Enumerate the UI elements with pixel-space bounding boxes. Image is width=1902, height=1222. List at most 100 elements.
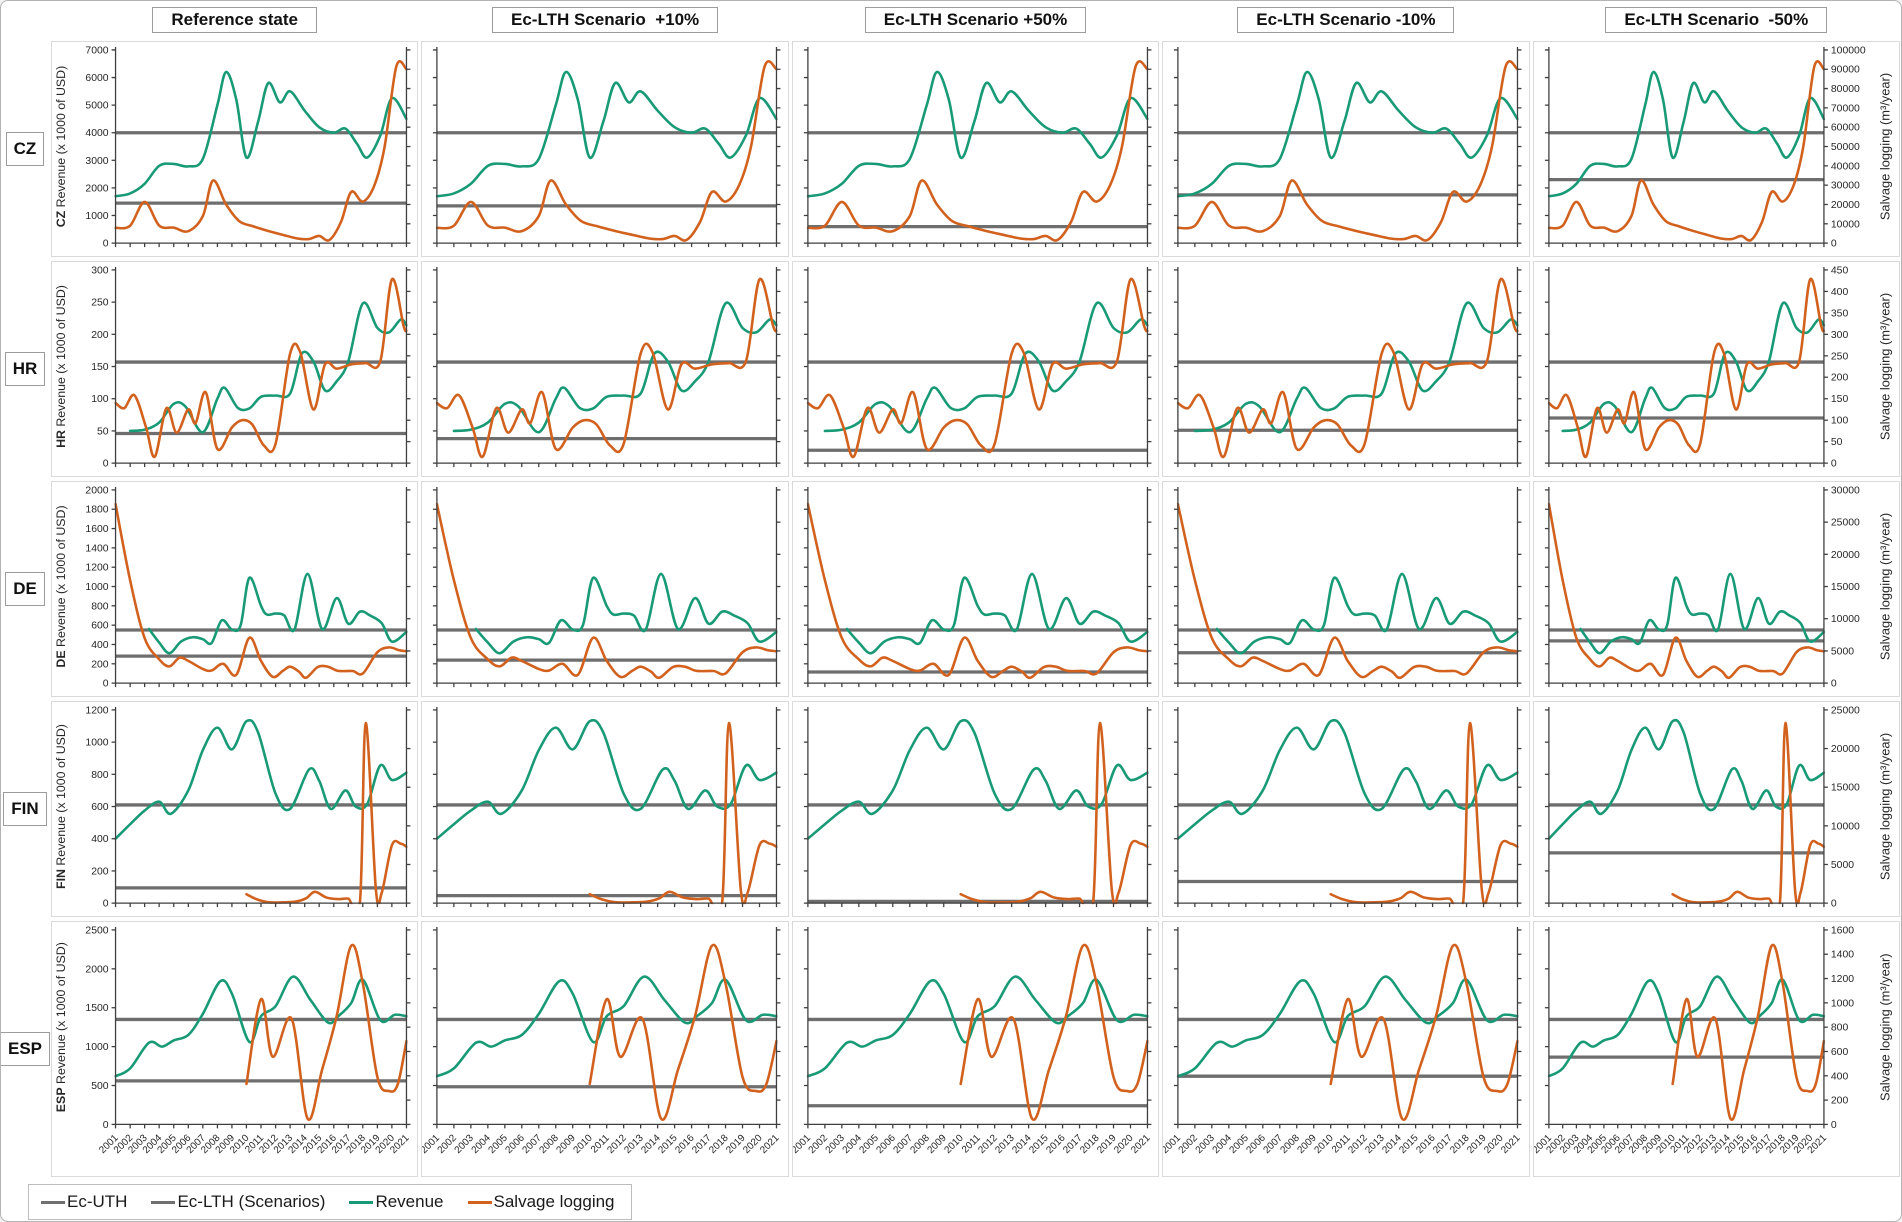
salvage-logging-line	[1547, 278, 1825, 459]
chart-panel-de-col1: 0 200 400 600 800 1000 1200 1400 1600 1800 2000 DE …	[51, 481, 419, 697]
right-axis-tick-label: 15000	[1830, 783, 1859, 794]
revenue-line	[114, 718, 408, 841]
x-axis-year-label: 2021	[1499, 1132, 1523, 1156]
legend-item-salvage-logging: Salvage logging	[467, 1192, 615, 1212]
left-axis-tick-label: 500	[91, 1081, 109, 1092]
salvage-logging-line	[1547, 502, 1825, 680]
axes	[803, 486, 1152, 688]
left-axis-tick-label: 300	[91, 265, 109, 276]
chart-svg: 0 10000 20000 30000 40000 50000 60000 70000 8000…	[1544, 45, 1892, 250]
chart-panel-fin-col2	[421, 701, 789, 917]
row-label-cell: DE	[2, 481, 48, 697]
salvage-logging-line	[806, 502, 1149, 680]
right-axis-tick-label: 90000	[1830, 65, 1859, 76]
left-axis-tick-label: 7000	[85, 45, 108, 56]
revenue-line	[128, 301, 408, 434]
right-axis-tick-label: 25000	[1830, 705, 1859, 716]
revenue-line	[1578, 572, 1825, 655]
column-header-cell: Ec-LTH Scenario +10%	[421, 3, 788, 37]
salvage-logging-line	[114, 502, 408, 680]
left-axis-tick-label: 1000	[85, 1042, 108, 1053]
left-axis-tick-label: 5000	[85, 101, 108, 112]
right-axis-tick-label: 20000	[1830, 744, 1859, 755]
left-axis-tick-label: 50	[97, 426, 109, 437]
right-axis-tick-label: 25000	[1830, 518, 1859, 529]
left-axis-tick-label: 3000	[85, 156, 108, 167]
revenue-line	[1177, 70, 1519, 198]
left-axis-tick-label: 1200	[85, 705, 108, 716]
left-axis-tick-label: 1200	[85, 563, 108, 574]
left-axis-title: FIN Revenue (x 1000 of USD)	[54, 724, 68, 889]
legend-line-swatch	[151, 1200, 176, 1204]
salvage-logging-line	[436, 278, 778, 459]
right-axis-tick-label: 100000	[1830, 45, 1865, 56]
axes	[433, 46, 781, 248]
right-axis-tick-label: 350	[1830, 308, 1848, 319]
left-axis-tick-label: 6000	[85, 73, 108, 84]
revenue-line	[823, 301, 1149, 434]
legend-label: Revenue	[375, 1192, 444, 1211]
legend: Ec-UTH Ec-LTH (Scenarios) Revenue Salvage l…	[28, 1184, 632, 1220]
revenue-line	[1177, 975, 1519, 1078]
axes	[111, 46, 411, 248]
chart-svg	[803, 486, 1152, 688]
right-axis-tick-label: 800	[1830, 1023, 1848, 1034]
right-axis-tick-label: 200	[1830, 373, 1848, 384]
left-axis-tick-label: 2000	[85, 183, 108, 194]
axes	[1544, 266, 1828, 468]
salvage-logging-line	[1670, 943, 1825, 1121]
right-axis-tick-label: 400	[1830, 1071, 1848, 1082]
right-axis-tick-label: 0	[1830, 679, 1836, 690]
revenue-line	[436, 718, 778, 841]
right-axis-tick-label: 200	[1830, 1096, 1848, 1107]
salvage-logging-line	[1547, 60, 1825, 242]
chart-panel-cz-col3	[791, 41, 1160, 257]
legend-row: Ec-UTH Ec-LTH (Scenarios) Revenue Salvage l…	[2, 1181, 1900, 1221]
column-header-cell: Ec-LTH Scenario -50%	[1533, 3, 1900, 37]
legend-line-swatch	[41, 1200, 65, 1204]
axes	[1174, 706, 1522, 908]
chart-panel-esp-col3: 2001 2002 2003 2004 2005 2006 2007 2008 2009 2010…	[791, 921, 1160, 1177]
legend-label: Salvage logging	[493, 1192, 615, 1211]
axes	[111, 486, 411, 688]
row-label-hr: HR	[4, 352, 46, 386]
left-axis-tick-label: 2000	[85, 964, 108, 975]
salvage-logging-line	[1329, 721, 1519, 905]
revenue-line	[1215, 572, 1519, 655]
column-header-reference: Reference state	[152, 7, 317, 33]
axes	[111, 706, 411, 908]
right-axis-tick-label: 20000	[1830, 200, 1859, 211]
right-axis-tick-label: 30000	[1830, 181, 1859, 192]
chart-panel-esp-col2: 2001 2002 2003 2004 2005 2006 2007 2008 2009 2010…	[421, 921, 789, 1177]
chart-svg: 0 50 100 150 200 250 300 350 400 450 Salvage loggi…	[1544, 265, 1892, 470]
salvage-logging-line	[1177, 60, 1519, 242]
axes	[433, 266, 781, 468]
right-axis-tick-label: 5000	[1830, 860, 1853, 871]
right-axis-tick-label: 0	[1830, 1120, 1836, 1131]
chart-panel-de-col2	[421, 481, 789, 697]
right-axis-tick-label: 0	[1830, 899, 1836, 910]
right-axis-title: Salvage logging (m³/year)	[1877, 293, 1892, 440]
right-axis-tick-label: 1000	[1830, 998, 1853, 1009]
right-axis-tick-label: 50	[1830, 437, 1842, 448]
right-axis-tick-label: 10000	[1830, 821, 1859, 832]
left-axis-tick-label: 250	[91, 298, 109, 309]
left-axis-tick-label: 0	[103, 239, 109, 250]
left-axis-tick-label: 0	[103, 679, 109, 690]
salvage-logging-line	[245, 943, 408, 1121]
axes	[1174, 926, 1522, 1129]
chart-svg	[803, 706, 1152, 908]
left-axis-tick-label: 400	[91, 834, 109, 845]
revenue-line	[806, 718, 1149, 841]
left-axis-tick-label: 2000	[85, 485, 108, 496]
salvage-logging-line	[806, 278, 1149, 459]
header-corner-spacer	[2, 3, 48, 37]
chart-panel-esp-col1: 0 500 1000 1500 2000 2500 ESP Revenue (x 1000 …	[51, 921, 419, 1177]
right-axis-tick-label: 1400	[1830, 950, 1853, 961]
revenue-line	[436, 975, 778, 1078]
column-header-cell: Reference state	[51, 3, 418, 37]
axes	[1544, 486, 1828, 688]
axes	[1174, 266, 1522, 468]
chart-panel-fin-col5: 0 5000 10000 15000 20000 25000 Salvage logging…	[1532, 701, 1900, 917]
axes	[1544, 706, 1828, 908]
